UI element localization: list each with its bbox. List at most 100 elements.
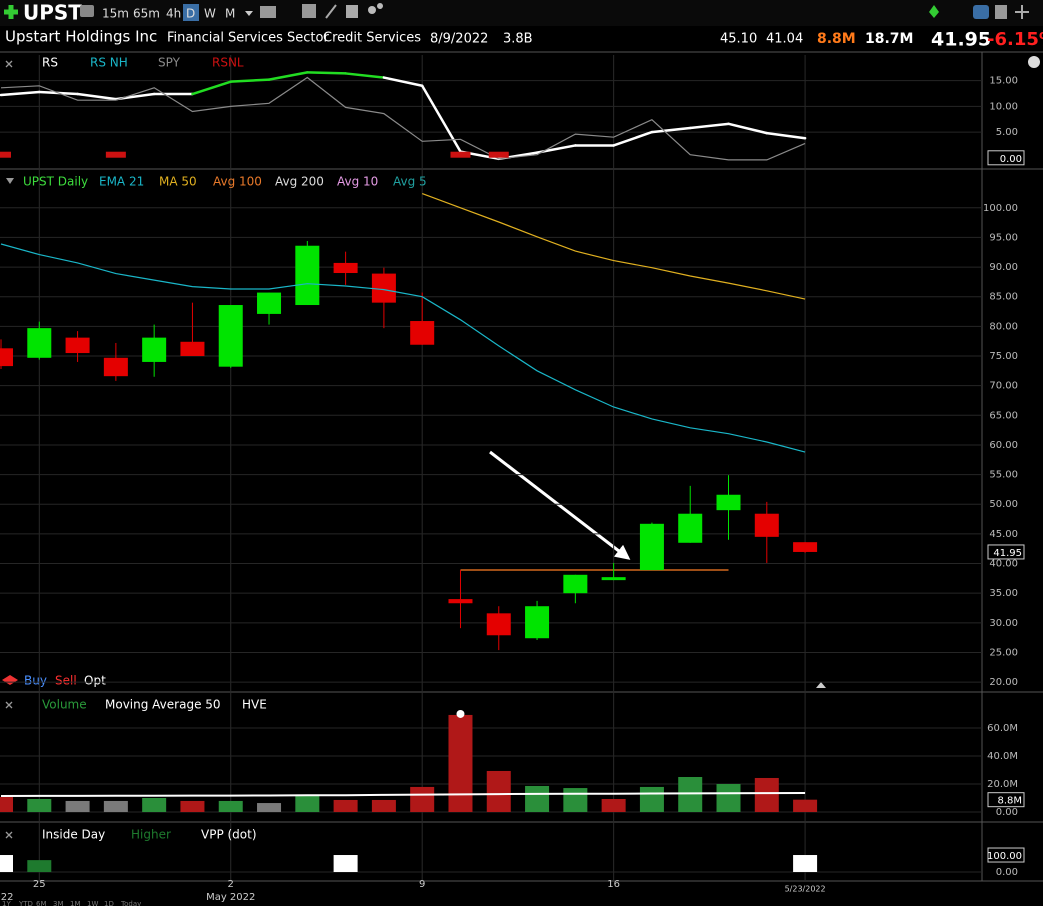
volume: 8.8M — [817, 31, 856, 47]
line-segment — [765, 131, 807, 140]
trade-button[interactable]: Buy — [24, 674, 47, 688]
y-tick-label: 20.0M — [987, 779, 1018, 790]
icon[interactable] — [260, 6, 276, 18]
icon[interactable] — [302, 4, 316, 18]
icon[interactable] — [995, 5, 1007, 19]
line — [421, 193, 806, 300]
legend-item: Inside Day — [42, 828, 105, 842]
line-segment — [688, 122, 730, 130]
bar — [295, 796, 320, 813]
settings-icon[interactable] — [1028, 56, 1040, 68]
low: 41.04 — [766, 32, 803, 47]
bar — [0, 797, 13, 813]
symbol[interactable]: UPST — [23, 1, 82, 25]
legend-item: Volume — [42, 698, 87, 712]
add-icon[interactable] — [4, 5, 18, 19]
range-button[interactable]: 1W — [87, 900, 98, 906]
line-segment — [382, 76, 424, 88]
candle-body — [601, 577, 626, 581]
line-segment — [650, 126, 692, 134]
market-cap: 3.8B — [503, 32, 533, 47]
bar — [27, 798, 52, 813]
icon[interactable] — [1015, 5, 1029, 19]
legend-item: HVE — [242, 698, 267, 712]
line — [0, 792, 806, 797]
y-tick-label: 15.00 — [989, 76, 1018, 87]
y-tick-label: 45.00 — [989, 529, 1018, 540]
icon[interactable] — [929, 5, 939, 18]
icon[interactable] — [346, 5, 358, 18]
candle-body — [103, 357, 128, 377]
x-tick-label: 9 — [419, 879, 425, 890]
trade-icon[interactable] — [2, 675, 18, 685]
last-price: 41.95 — [931, 29, 991, 51]
timeframe[interactable]: 4h — [166, 7, 181, 21]
legend-item: Higher — [131, 828, 171, 842]
trade-button[interactable]: Opt — [84, 674, 106, 688]
bar — [0, 855, 13, 873]
y-tick-label: 55.00 — [989, 470, 1018, 481]
dropdown[interactable] — [245, 11, 253, 16]
timeframe[interactable]: M — [225, 7, 235, 21]
bar — [793, 799, 818, 813]
bar — [678, 776, 703, 813]
y-tick-label: 30.00 — [989, 618, 1018, 629]
collapse-icon[interactable] — [6, 178, 14, 184]
candle-body — [793, 542, 818, 552]
candle-body — [716, 494, 741, 511]
range-button[interactable]: 6M — [36, 900, 47, 906]
bar — [486, 770, 511, 813]
y-tick-label: 40.00 — [989, 559, 1018, 570]
last-value-box — [987, 792, 1025, 808]
bar — [333, 799, 358, 813]
legend-item: Avg 10 — [337, 175, 378, 189]
line — [0, 243, 806, 453]
candle-body — [65, 337, 90, 354]
y-tick-label: 60.0M — [987, 723, 1018, 734]
marker — [450, 151, 471, 158]
y-tick-label: 80.00 — [989, 321, 1018, 332]
range-button[interactable]: 3M — [53, 900, 64, 906]
legend-item: RS NH — [90, 56, 128, 70]
candle-body — [142, 337, 167, 362]
bar — [410, 786, 435, 813]
icon[interactable] — [80, 5, 94, 17]
range-button[interactable]: 1Y — [2, 900, 11, 906]
close-icons[interactable] — [5, 60, 13, 839]
icon[interactable] — [377, 3, 383, 9]
range-button[interactable]: 1D — [104, 900, 114, 906]
toolbar — [0, 0, 1043, 26]
timeframe[interactable]: 65m — [133, 7, 160, 21]
icon[interactable] — [325, 4, 337, 19]
trade-button[interactable]: Sell — [55, 674, 77, 688]
icon[interactable] — [973, 5, 989, 19]
year-label: 2022 — [0, 892, 13, 903]
candle-body — [563, 574, 588, 594]
range-button[interactable]: 1M — [70, 900, 81, 906]
last-value-label: 0.00 — [1000, 154, 1022, 165]
last-value-box — [987, 847, 1025, 863]
timeframe[interactable]: 15m — [102, 7, 129, 21]
legend-item: Moving Average 50 — [105, 698, 221, 712]
timeframe[interactable]: W — [204, 7, 216, 21]
marker — [105, 151, 126, 158]
y-tick-label: 5.00 — [996, 127, 1018, 138]
last-value-label: 8.8M — [997, 796, 1022, 807]
y-tick-label: 70.00 — [989, 381, 1018, 392]
line — [0, 76, 806, 161]
scroll-marker[interactable] — [816, 682, 826, 688]
legend-item: EMA 21 — [99, 175, 144, 189]
annotation-arrow — [489, 450, 631, 560]
separators — [0, 51, 1043, 882]
bar — [601, 798, 626, 813]
line-segment — [76, 92, 118, 101]
timeframe[interactable]: D — [186, 7, 195, 21]
candle-body — [410, 321, 435, 345]
icon[interactable] — [368, 6, 376, 14]
range-button[interactable]: Today — [120, 900, 141, 906]
candle-body — [639, 523, 664, 571]
range-button[interactable]: YTD — [18, 900, 33, 906]
legend-item: Avg 100 — [213, 175, 262, 189]
